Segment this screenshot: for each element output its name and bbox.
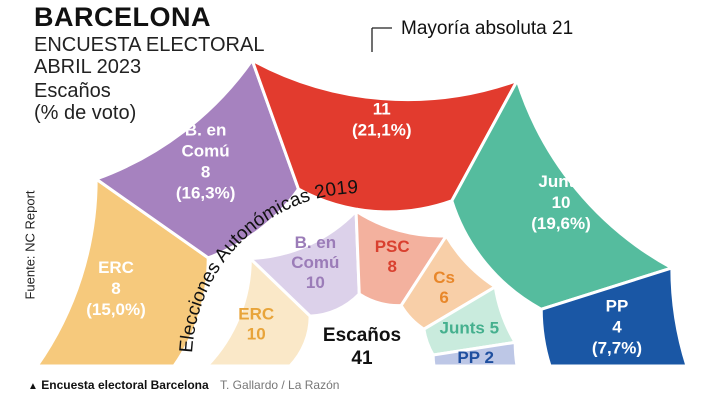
inner-seats-cs: 6 — [439, 288, 448, 307]
inner-label-pp: PP 2 — [457, 348, 494, 367]
inner-seats-erc: 10 — [247, 324, 266, 343]
outer-seats-junts: 10 — [552, 193, 571, 212]
chart-title: BARCELONA — [34, 2, 211, 32]
footer-credit: T. Gallardo / La Razón — [220, 378, 340, 392]
chart-date: ABRIL 2023 — [34, 56, 142, 78]
inner-label-cs: Cs — [433, 268, 455, 287]
results-2019-ring — [203, 207, 519, 368]
inner-label-b-en-com: B. en — [295, 233, 337, 252]
chart-subtitle: ENCUESTA ELECTORAL — [34, 34, 265, 56]
outer-pct-psc: (21,1%) — [352, 121, 412, 140]
outer-label-pp: PP — [606, 297, 629, 316]
chart-unit-label: Escaños — [34, 80, 111, 102]
inner-label-erc: ERC — [238, 304, 274, 323]
poll-ring — [34, 56, 690, 368]
inner-seats-b-en-com: 10 — [306, 273, 325, 292]
footer-label: Encuesta electoral Barcelona — [41, 378, 209, 392]
outer-pct-erc: (15,0%) — [86, 300, 146, 319]
inner-label-junts: Junts 5 — [440, 318, 500, 337]
majority-label: Mayoría absoluta 21 — [401, 18, 573, 39]
outer-label-erc: ERC — [98, 258, 134, 277]
outer-pct-b-en-com: (16,3%) — [176, 183, 236, 202]
outer-label-b-en-com: B. en — [185, 120, 227, 139]
center-seats-total: 41 — [351, 348, 373, 369]
footer: ▲ Encuesta electoral Barcelona T. Gallar… — [28, 378, 339, 392]
outer-label-b-en-com: Comú — [182, 141, 230, 160]
chart-unit-note: (% de voto) — [34, 102, 137, 124]
outer-seats-b-en-com: 8 — [201, 162, 210, 181]
inner-seats-psc: 8 — [387, 257, 396, 276]
inner-label-psc: PSC — [375, 237, 410, 256]
center-seats-label: Escaños — [323, 325, 401, 346]
outer-slice-psc — [249, 56, 521, 214]
outer-slice-pp — [539, 265, 690, 368]
triangle-icon: ▲ — [28, 381, 38, 392]
outer-label-psc: PSC — [364, 79, 399, 98]
outer-pct-pp: (7,7%) — [592, 339, 642, 358]
outer-label-junts: Junts — [538, 172, 583, 191]
outer-seats-psc: 11 — [373, 100, 391, 119]
source-note: Fuente: NC Report — [22, 190, 38, 300]
outer-seats-erc: 8 — [111, 279, 120, 298]
outer-seats-pp: 4 — [612, 318, 622, 337]
outer-pct-junts: (19,6%) — [531, 214, 591, 233]
inner-label-b-en-com: Comú — [291, 253, 339, 272]
inner-slice-pp — [431, 340, 519, 368]
